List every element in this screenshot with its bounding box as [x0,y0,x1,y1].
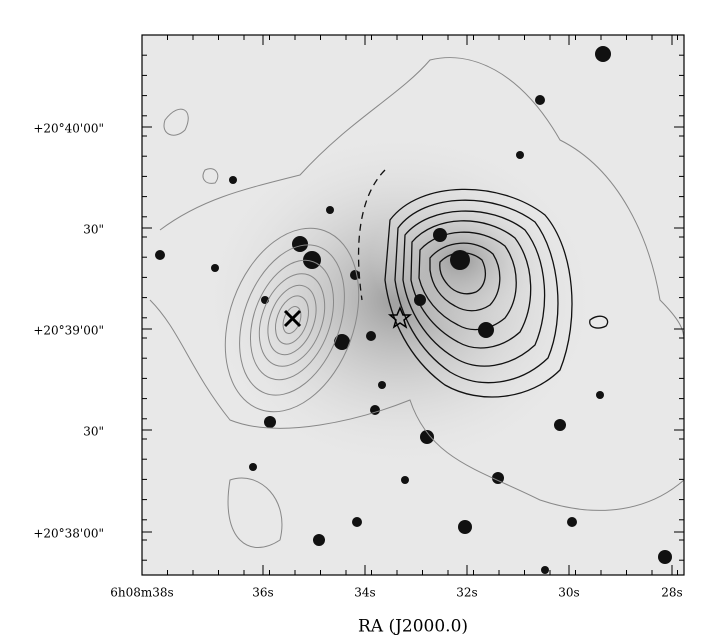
ticks: 6h08m38s 36s 34s 32s 30s 28s +20°40'00" 30" +20°… [33,34,684,600]
source-markers [283,309,302,328]
x-tick-label: 32s [456,586,477,600]
x-tick-label: 28s [661,586,682,600]
x-tick-label: 36s [252,586,273,600]
y-tick-label: +20°40'00" [33,122,104,136]
star-marker [387,306,413,329]
x-axis-label: RA (J2000.0) [358,617,468,637]
x-tick-label: 34s [354,586,375,600]
y-tick-label: +20°38'00" [33,527,104,541]
sky-image [142,35,684,575]
y-tick-label: 30" [83,223,104,237]
black-contours [357,169,609,398]
y-tick-label: +20°39'00" [33,324,104,338]
x-tick-label: 30s [558,586,579,600]
x-tick-label: 6h08m38s [110,586,173,600]
grey-contours [149,57,684,548]
y-tick-label: 30" [83,425,104,439]
plot-frame [141,34,685,576]
